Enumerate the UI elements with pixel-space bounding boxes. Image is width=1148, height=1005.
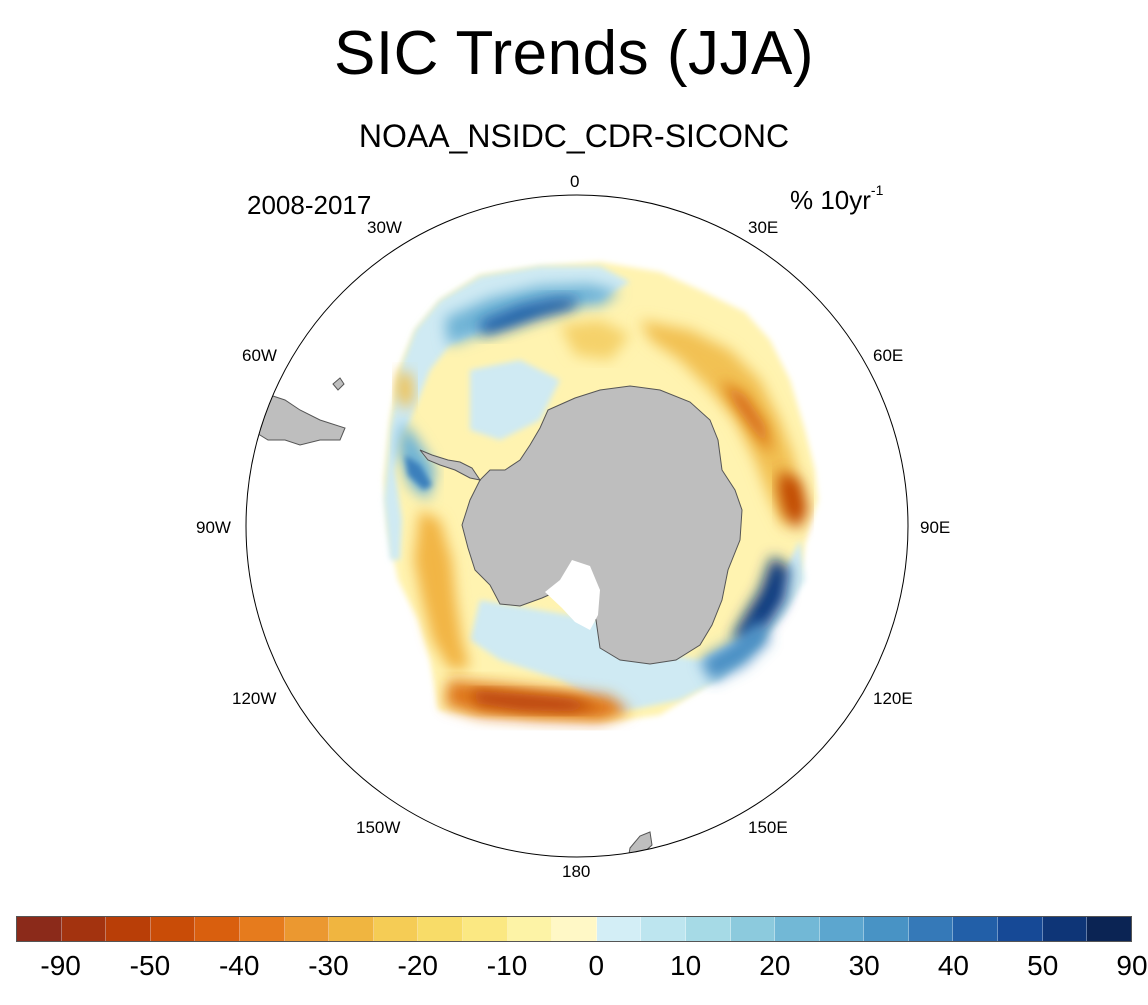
antarctica-landmass bbox=[461, 385, 743, 665]
lon-label-30e: 30E bbox=[748, 218, 779, 237]
lon-label-90e: 90E bbox=[920, 518, 951, 537]
colorbar-swatch bbox=[775, 917, 820, 941]
colorbar-tick-label: -10 bbox=[486, 950, 528, 981]
lon-label-120w: 120W bbox=[232, 689, 277, 708]
colorbar-swatch bbox=[195, 917, 240, 941]
colorbar-swatch bbox=[730, 917, 776, 941]
south-america-tip bbox=[249, 394, 346, 446]
lon-label-90w: 90W bbox=[196, 518, 231, 537]
ice-increase-light-3 bbox=[470, 360, 560, 440]
colorbar-swatch bbox=[329, 917, 374, 941]
colorbar-tick-label: 30 bbox=[848, 950, 880, 981]
ice-increase-strong-1 bbox=[480, 298, 580, 336]
colorbar-tick-label: 20 bbox=[759, 950, 791, 981]
colorbar-swatch bbox=[418, 917, 463, 941]
colorbar-swatch bbox=[908, 917, 954, 941]
colorbar-swatch bbox=[17, 917, 62, 941]
lon-label-150e: 150E bbox=[748, 818, 788, 837]
ice-increase-strong-3 bbox=[700, 620, 770, 682]
colorbar-swatch bbox=[1042, 917, 1088, 941]
lon-label-60e: 60E bbox=[873, 346, 904, 365]
colorbar-swatch bbox=[1087, 917, 1131, 941]
colorbar-swatch bbox=[284, 917, 330, 941]
colorbar-tick-label: 50 bbox=[1027, 950, 1059, 981]
lon-label-30w: 30W bbox=[367, 218, 402, 237]
colorbar-tick-label: -90 bbox=[40, 950, 81, 981]
colorbar-swatch bbox=[685, 917, 731, 941]
ice-decrease-mid-2 bbox=[414, 510, 470, 670]
colorbar-tick-label: 10 bbox=[670, 950, 702, 981]
colorbar-labels: -90 -50 -40 -30 -20 -10 0 10 20 30 40 50 90 bbox=[0, 950, 1148, 990]
lon-label-180: 180 bbox=[562, 862, 591, 881]
ice-decrease-strong-south bbox=[470, 690, 600, 712]
ice-increase-strong-2 bbox=[732, 556, 790, 642]
map-boundary-circle bbox=[245, 194, 909, 858]
new-zealand-fragment bbox=[627, 831, 653, 857]
colorbar-swatch bbox=[239, 917, 285, 941]
colorbar-swatch bbox=[61, 917, 107, 941]
map-field bbox=[249, 262, 818, 857]
units-exponent: -1 bbox=[870, 182, 884, 199]
ice-decrease-mid-3 bbox=[396, 370, 414, 410]
ice-decrease-mid-4 bbox=[560, 320, 630, 360]
colorbar bbox=[16, 916, 1132, 942]
colorbar-swatch bbox=[552, 917, 597, 941]
colorbar-swatch bbox=[998, 917, 1043, 941]
period-label: 2008-2017 bbox=[247, 190, 372, 220]
colorbar-swatch bbox=[641, 917, 686, 941]
colorbar-swatch bbox=[953, 917, 999, 941]
units-text: % 10yr bbox=[790, 185, 871, 215]
chart-title: SIC Trends (JJA) bbox=[334, 19, 814, 88]
colorbar-swatch bbox=[819, 917, 865, 941]
units-label: % 10yr-1 bbox=[790, 182, 884, 216]
colorbar-tick-label: 0 bbox=[588, 950, 605, 981]
colorbar-tick-label: -40 bbox=[218, 950, 260, 981]
ice-decrease-strong-1 bbox=[720, 380, 772, 455]
lon-label-120e: 120E bbox=[873, 689, 913, 708]
lon-label-0: 0 bbox=[570, 172, 580, 191]
colorbar-swatch bbox=[462, 917, 508, 941]
ice-decrease-strong-2 bbox=[778, 470, 808, 530]
lon-label-60w: 60W bbox=[242, 346, 277, 365]
colorbar-tick-label: -30 bbox=[308, 950, 349, 981]
ice-increase-strong-4 bbox=[405, 455, 432, 490]
colorbar-tick-label: 90 bbox=[1116, 950, 1148, 981]
colorbar-swatch bbox=[373, 917, 419, 941]
ice-shelf-gap bbox=[545, 560, 600, 630]
colorbar-swatch bbox=[864, 917, 909, 941]
colorbar-swatch bbox=[106, 917, 151, 941]
colorbar-swatch bbox=[596, 917, 642, 941]
colorbar-tick-label: -50 bbox=[129, 950, 171, 981]
colorbar-tick-label: -20 bbox=[397, 950, 438, 981]
colorbar-swatch bbox=[507, 917, 553, 941]
antarctic-peninsula bbox=[419, 449, 482, 481]
lon-label-150w: 150W bbox=[356, 818, 401, 837]
colorbar-tick-label: 40 bbox=[937, 950, 970, 981]
ice-increase-light-1 bbox=[384, 266, 630, 560]
colorbar-swatch bbox=[150, 917, 196, 941]
dataset-subtitle: NOAA_NSIDC_CDR-SICONC bbox=[358, 118, 790, 154]
falkland-islands bbox=[332, 377, 345, 391]
